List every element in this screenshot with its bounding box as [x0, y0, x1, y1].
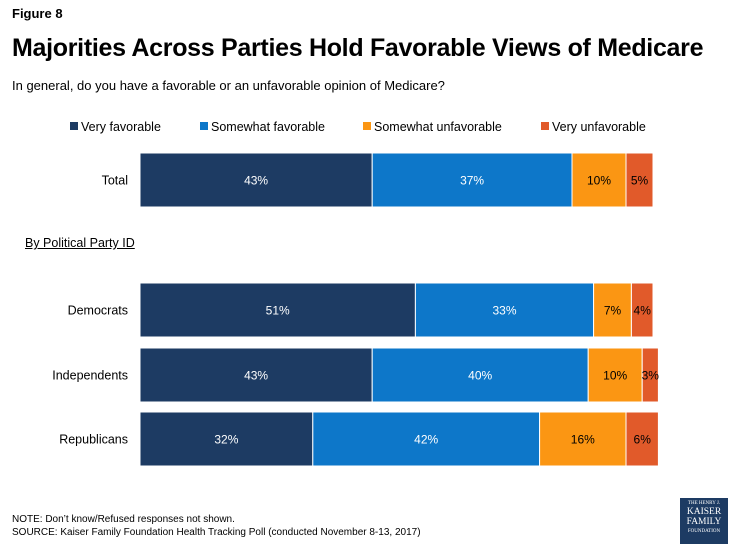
bar-segment-independents-somewhat-unfavorable: [587, 347, 643, 403]
logo-line-2: KAISER: [686, 507, 722, 517]
kff-logo: THE HENRY J. KAISER FAMILY FOUNDATION: [680, 498, 728, 544]
legend-swatch-somewhat-unfavorable: [363, 122, 371, 130]
logo-line-4: FOUNDATION: [687, 529, 721, 534]
data-label-republicans-somewhat-favorable: 42%: [414, 433, 438, 447]
bar-segment-total-somewhat-favorable: [371, 152, 573, 208]
bar-segment-republicans-somewhat-favorable: [312, 411, 541, 467]
bar-segment-independents-somewhat-favorable: [371, 347, 589, 403]
bar-segment-total-somewhat-unfavorable: [571, 152, 627, 208]
legend-label-very-favorable: Very favorable: [81, 120, 161, 134]
stacked-bar-chart: Very favorable Somewhat favorable Somewhat…: [52, 120, 660, 467]
bar-segment-republicans-very-unfavorable: [625, 411, 659, 467]
category-label-total: Total: [102, 174, 128, 188]
chart-note: NOTE: Don’t know/Refused responses not s…: [12, 514, 235, 525]
bar-segment-democrats-somewhat-favorable: [414, 282, 595, 338]
legend-swatch-somewhat-favorable: [200, 122, 208, 130]
chart-title: Majorities Across Parties Hold Favorable…: [12, 34, 704, 62]
bar-segment-independents-very-favorable: [139, 347, 373, 403]
data-label-democrats-very-favorable: 51%: [266, 304, 290, 318]
category-label-republicans: Republicans: [59, 433, 128, 447]
logo-line-3: FAMILY: [686, 516, 722, 527]
bar-segment-republicans-very-favorable: [139, 411, 314, 467]
bar-segment-republicans-somewhat-unfavorable: [539, 411, 627, 467]
bar-segment-democrats-somewhat-unfavorable: [593, 282, 632, 338]
chart-subtitle: In general, do you have a favorable or a…: [12, 78, 445, 93]
legend-label-very-unfavorable: Very unfavorable: [552, 120, 646, 134]
data-label-total-somewhat-unfavorable: 10%: [587, 174, 611, 188]
bar-segment-independents-very-unfavorable: [641, 347, 659, 403]
logo-line-1: THE HENRY J.: [687, 501, 721, 506]
data-label-republicans-very-unfavorable: 6%: [634, 433, 652, 447]
category-label-independents: Independents: [52, 369, 128, 383]
data-label-democrats-somewhat-favorable: 33%: [492, 304, 516, 318]
data-label-republicans-somewhat-unfavorable: 16%: [571, 433, 595, 447]
chart-source: SOURCE: Kaiser Family Foundation Health …: [12, 527, 421, 538]
data-label-republicans-very-favorable: 32%: [214, 433, 238, 447]
data-label-democrats-very-unfavorable: 4%: [634, 304, 652, 318]
data-label-independents-somewhat-favorable: 40%: [468, 369, 492, 383]
bar-segment-democrats-very-unfavorable: [630, 282, 654, 338]
data-label-total-very-favorable: 43%: [244, 174, 268, 188]
data-label-total-very-unfavorable: 5%: [631, 174, 649, 188]
data-label-total-somewhat-favorable: 37%: [460, 174, 484, 188]
legend-swatch-very-favorable: [70, 122, 78, 130]
data-label-independents-somewhat-unfavorable: 10%: [603, 369, 627, 383]
category-label-democrats: Democrats: [68, 304, 128, 318]
data-label-democrats-somewhat-unfavorable: 7%: [604, 304, 622, 318]
data-label-independents-very-favorable: 43%: [244, 369, 268, 383]
bar-segment-total-very-unfavorable: [625, 152, 654, 208]
bar-segment-total-very-favorable: [139, 152, 373, 208]
bar-segment-democrats-very-favorable: [139, 282, 416, 338]
legend-label-somewhat-favorable: Somewhat favorable: [211, 120, 325, 134]
legend-swatch-very-unfavorable: [541, 122, 549, 130]
legend-label-somewhat-unfavorable: Somewhat unfavorable: [374, 120, 502, 134]
section-label-party: By Political Party ID: [25, 236, 135, 250]
figure-label: Figure 8: [12, 6, 63, 21]
data-label-independents-very-unfavorable: 3%: [642, 369, 660, 383]
